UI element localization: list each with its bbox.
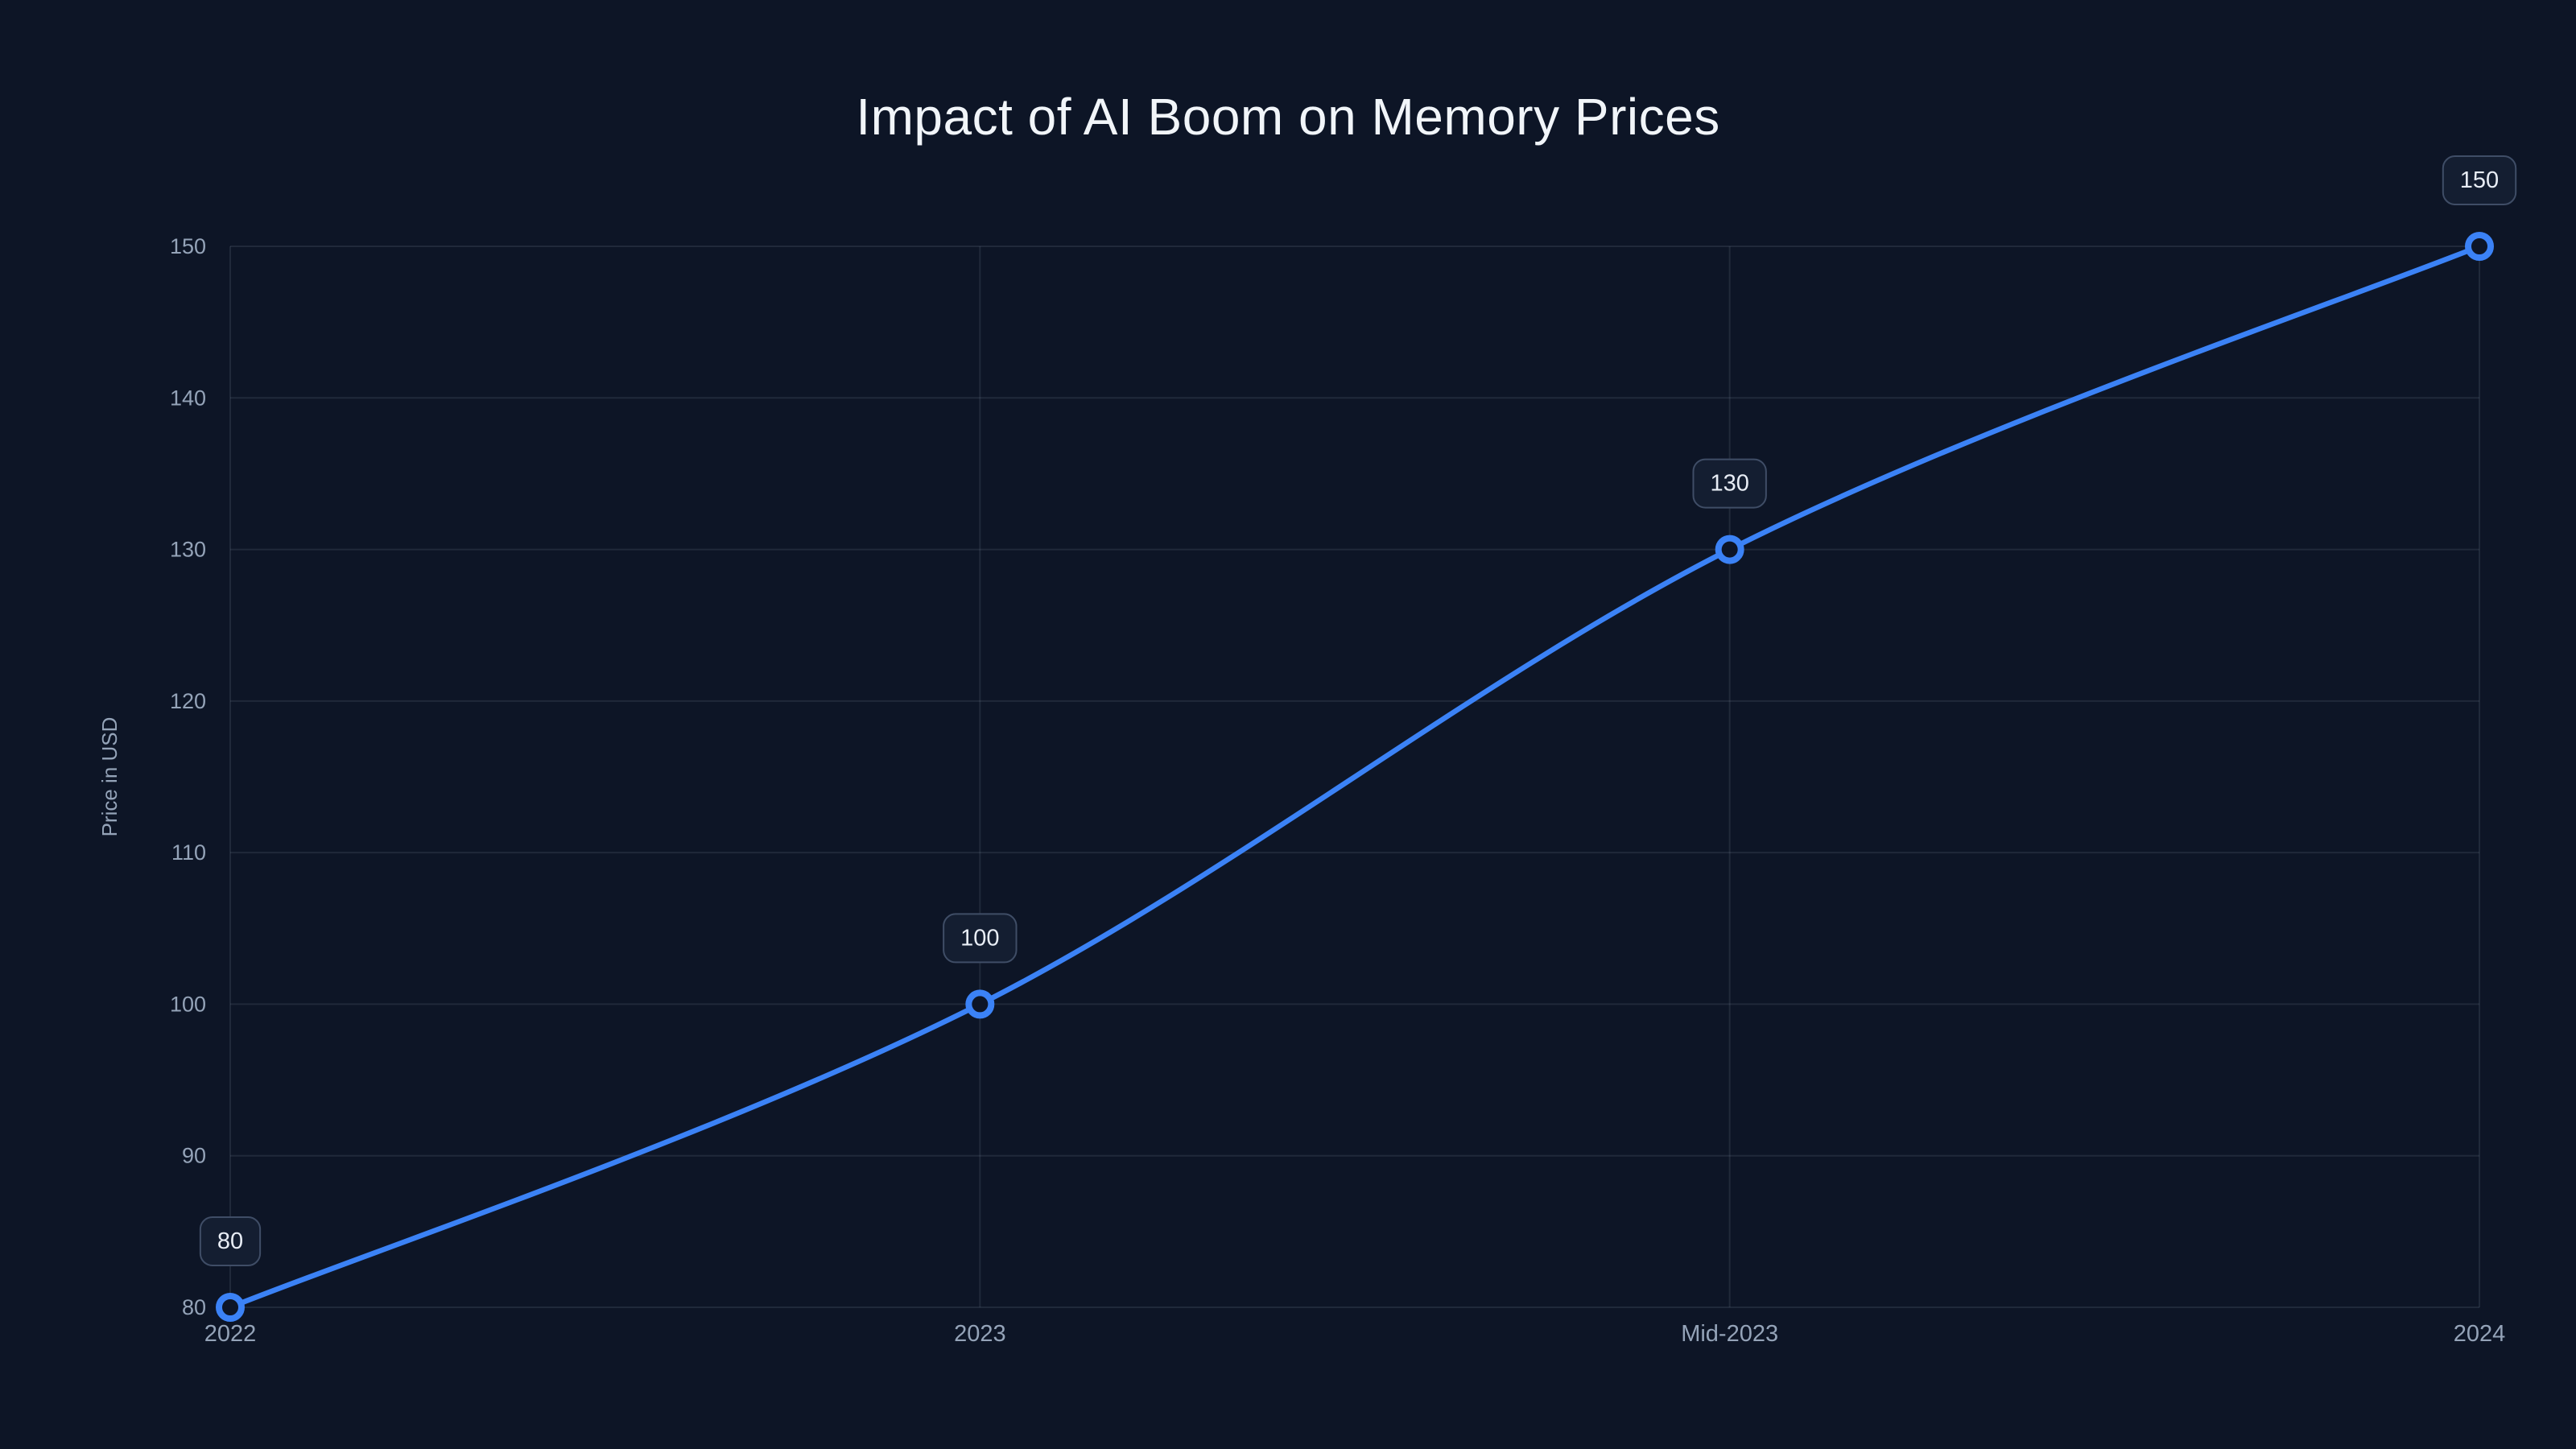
point-label-badge-background xyxy=(1692,458,1767,509)
x-tick-label: 2023 xyxy=(954,1321,1006,1347)
y-tick-label: 110 xyxy=(171,840,206,865)
data-point[interactable] xyxy=(2465,232,2494,261)
point-label-badge-background xyxy=(943,913,1018,964)
point-label-badge: 150 xyxy=(2442,155,2517,205)
y-tick-label: 140 xyxy=(170,386,206,410)
x-tick-label: Mid-2023 xyxy=(1681,1321,1778,1347)
point-label-badge: 80 xyxy=(199,1216,262,1266)
y-tick-label: 150 xyxy=(170,234,206,258)
point-label-badge-background xyxy=(199,1216,262,1266)
price-line xyxy=(227,243,2483,1311)
y-axis-title: Price in USD xyxy=(97,717,122,837)
chart-title: Impact of AI Boom on Memory Prices xyxy=(856,88,1720,146)
y-tick-label: 120 xyxy=(170,689,206,713)
y-tick-label: 130 xyxy=(170,538,206,562)
y-tick-label: 90 xyxy=(182,1144,206,1168)
point-label-text: 130 xyxy=(1710,471,1748,497)
point-label-badge: 130 xyxy=(1692,458,1767,509)
point-label-text: 100 xyxy=(960,925,999,951)
x-tick-label: 2024 xyxy=(2454,1321,2506,1347)
point-label-text: 80 xyxy=(217,1228,243,1254)
axis-layer: 80 90 100 110 120 130 140 150 2022 2023 Mid-2023 20… xyxy=(170,234,2505,1347)
point-label-badge-background xyxy=(2442,155,2517,205)
series-layer xyxy=(216,232,2494,1322)
grid-layer xyxy=(229,246,2480,1308)
data-point[interactable] xyxy=(216,1293,245,1322)
badge-layer: 80 100 130 150 xyxy=(199,155,2517,1266)
y-tick-label: 100 xyxy=(170,992,206,1016)
data-point[interactable] xyxy=(1715,535,1744,564)
y-tick-label: 80 xyxy=(182,1295,206,1319)
data-point[interactable] xyxy=(965,989,995,1019)
point-label-badge: 100 xyxy=(943,913,1018,964)
point-label-text: 150 xyxy=(2460,167,2499,193)
x-tick-label: 2022 xyxy=(204,1321,257,1347)
